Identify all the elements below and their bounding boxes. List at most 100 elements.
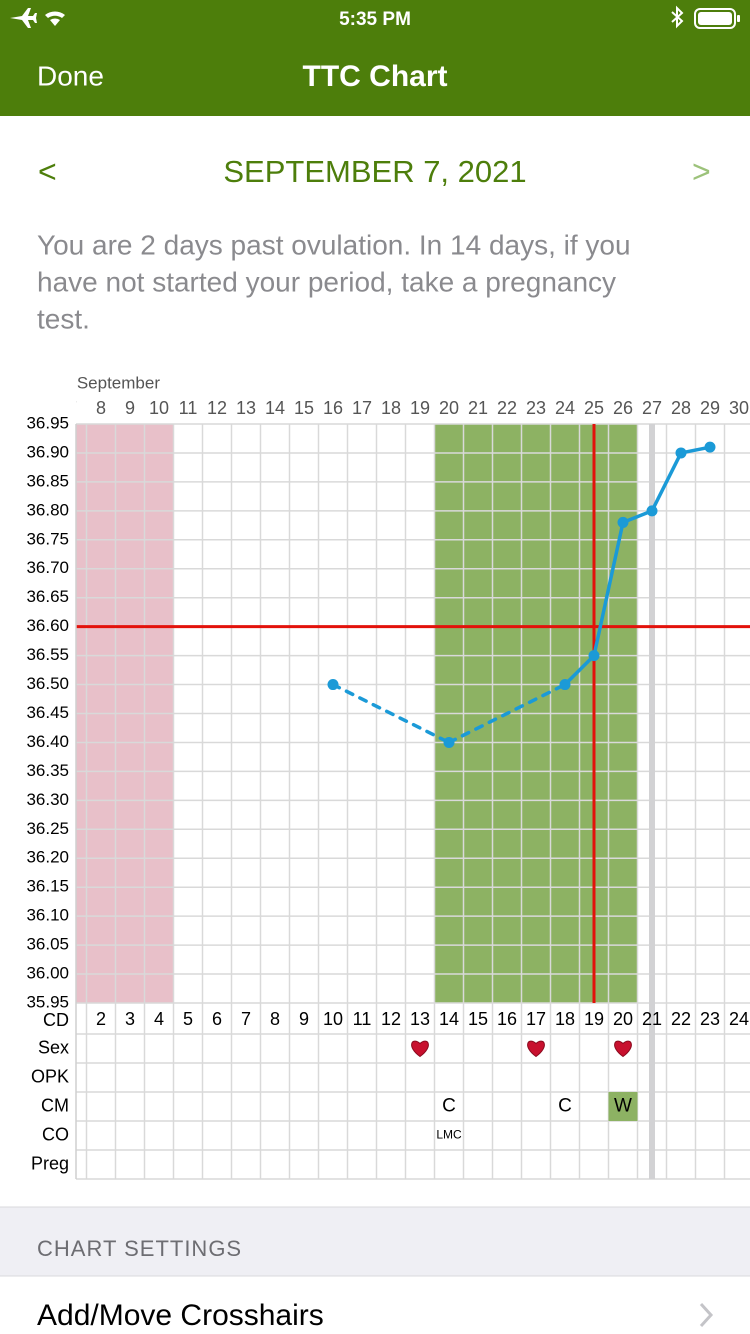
cycle-day: 6 [212,1009,222,1029]
cycle-day: 12 [381,1009,401,1029]
temperature-point [588,650,600,662]
x-tick-label: 14 [265,398,285,418]
cycle-day: 18 [555,1009,575,1029]
y-tick-label: 36.55 [26,645,69,664]
cycle-day: 7 [241,1009,251,1029]
x-tick-label: 27 [642,398,662,418]
bluetooth-icon [671,5,684,29]
cycle-day: 17 [526,1009,546,1029]
temperature-point [443,736,455,748]
y-tick-label: 36.10 [26,906,69,925]
temperature-point [559,679,571,691]
co-entry: LMC [436,1128,462,1142]
temperature-point [675,447,687,459]
y-tick-label: 36.35 [26,761,69,780]
sex-heart [614,1040,632,1058]
y-tick-label: 36.05 [26,935,69,954]
cycle-day: 4 [154,1009,164,1029]
done-button[interactable]: Done [37,60,104,91]
y-tick-label: 36.70 [26,558,69,577]
chart-axes: 36.95 36.90 36.85 36.80 36.75 36.70 36.65 36.60… [26,413,77,1179]
prev-button[interactable]: < [38,153,57,189]
row-label: OPK [31,1066,69,1086]
y-tick-label: 36.75 [26,529,69,548]
cycle-day: 22 [671,1009,691,1029]
row-label: CD [43,1010,69,1030]
cycle-day: 11 [353,1009,372,1029]
x-tick-label: 23 [526,398,546,418]
row-label: CO [42,1124,69,1144]
row-label[interactable]: Add/Move Crosshairs [37,1299,324,1332]
y-tick-label: 36.50 [26,674,69,693]
x-tick-label: 16 [323,398,343,418]
x-tick-label: 18 [381,398,401,418]
status-time: 5:35 PM [339,9,411,30]
cycle-day: 23 [700,1009,720,1029]
date-title: SEPTEMBER 7, 2021 [223,154,526,189]
y-tick-label: 36.20 [26,848,69,867]
nav-title: TTC Chart [303,60,448,93]
message-line: have not started your period, take a pre… [37,266,616,297]
y-tick-label: 36.85 [26,471,69,490]
cm-entry: C [442,1096,456,1117]
y-tick-label: 36.95 [26,413,69,432]
x-tick-label: 19 [410,398,430,418]
x-tick-label: 8 [96,398,106,418]
row-bg[interactable] [0,1277,750,1334]
y-tick-label: 36.45 [26,703,69,722]
y-tick-label: 35.95 [26,992,69,1011]
x-tick-label: 22 [497,398,517,418]
x-tick-label: 29 [700,398,720,418]
y-tick-label: 36.25 [26,819,69,838]
cycle-day: 10 [323,1009,343,1029]
x-tick-label: 30 [729,398,749,418]
sex-heart [411,1040,429,1058]
x-tick-label: 10 [149,398,169,418]
x-tick-label: 11 [179,398,198,418]
temperature-point [617,516,629,528]
message-line: test. [37,303,90,334]
settings-row[interactable]: Add/Move Crosshairs [0,1277,750,1334]
next-button[interactable]: > [692,153,711,189]
y-tick-label: 36.80 [26,500,69,519]
y-tick-label: 36.00 [26,964,69,983]
cycle-day: 8 [270,1009,280,1029]
y-tick-label: 36.65 [26,587,69,606]
cycle-day: 21 [642,1009,662,1029]
temperature-segment [331,682,451,745]
battery-level [698,12,732,25]
temperature-segment [592,520,625,658]
cycle-day: 5 [183,1009,193,1029]
nav-bar [0,0,750,116]
temperature-point [704,441,716,453]
x-tick-label: 17 [352,398,372,418]
cycle-day: 19 [584,1009,604,1029]
cycle-day: 16 [497,1009,517,1029]
cycle-day: 3 [125,1009,135,1029]
x-tick-label: 24 [555,398,575,418]
temperature-point [327,679,339,691]
cycle-day: 14 [439,1009,459,1029]
row-label: Preg [31,1153,69,1173]
temperature-segment [650,451,683,513]
month-label: September [77,373,160,392]
y-tick-label: 36.30 [26,790,69,809]
x-tick-label: 25 [584,398,604,418]
x-tick-label: 28 [671,398,691,418]
cycle-day: 24 [729,1009,749,1029]
wifi-icon [45,11,65,26]
x-tick-label: 7 [67,398,77,418]
airplane-icon [10,8,37,28]
x-tick-label: 12 [207,398,227,418]
cycle-day: 9 [299,1009,309,1029]
x-tick-label: 20 [439,398,459,418]
x-tick-label: 13 [236,398,256,418]
temperature-segment [447,682,567,745]
cycle-day: 2 [96,1009,106,1029]
section-header: CHART SETTINGS [37,1236,242,1261]
y-tick-label: 36.90 [26,442,69,461]
row-label: Sex [38,1037,69,1057]
